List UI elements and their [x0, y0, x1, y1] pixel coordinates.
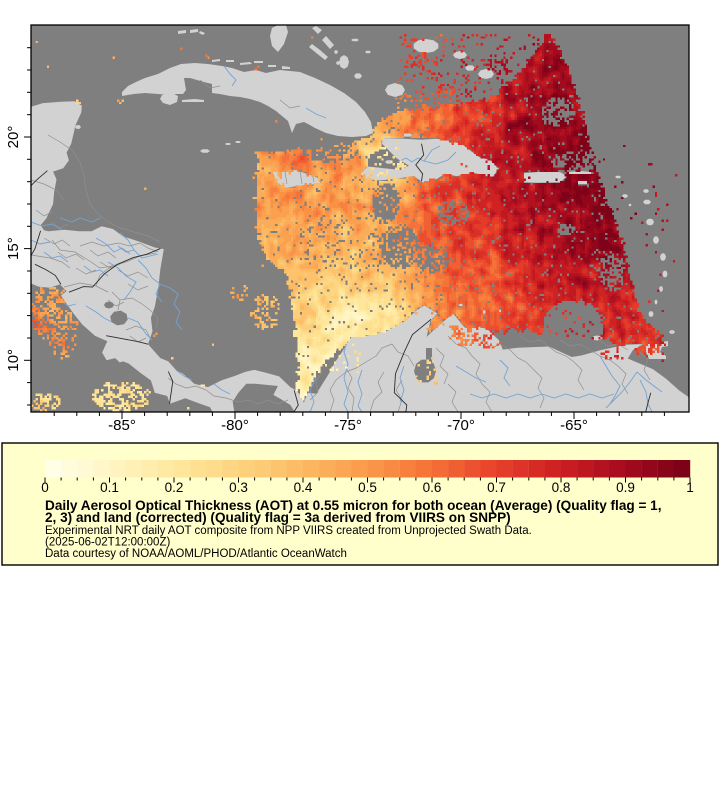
- svg-text:0.2: 0.2: [165, 480, 184, 495]
- svg-text:-75°: -75°: [334, 417, 362, 434]
- svg-text:0.4: 0.4: [294, 480, 313, 495]
- svg-text:-65°: -65°: [560, 417, 588, 434]
- svg-text:(2025-06-02T12:00:00Z): (2025-06-02T12:00:00Z): [45, 537, 170, 549]
- svg-text:0.5: 0.5: [358, 480, 377, 495]
- svg-text:20°: 20°: [5, 126, 22, 149]
- svg-text:15°: 15°: [5, 237, 22, 260]
- svg-text:-85°: -85°: [108, 417, 136, 434]
- svg-text:Daily Aerosol Optical Thicknes: Daily Aerosol Optical Thickness (AOT) at…: [45, 498, 662, 513]
- svg-text:-70°: -70°: [447, 417, 475, 434]
- svg-text:0.1: 0.1: [100, 480, 119, 495]
- svg-text:0.6: 0.6: [423, 480, 442, 495]
- svg-text:0: 0: [41, 480, 49, 495]
- svg-text:0.3: 0.3: [229, 480, 248, 495]
- svg-text:1: 1: [686, 480, 694, 495]
- svg-text:-80°: -80°: [221, 417, 249, 434]
- svg-text:0.7: 0.7: [487, 480, 506, 495]
- svg-text:10°: 10°: [5, 349, 22, 372]
- svg-text:Experimental NRT daily AOT com: Experimental NRT daily AOT composite fro…: [45, 525, 532, 537]
- svg-text:0.8: 0.8: [552, 480, 571, 495]
- svg-text:0.9: 0.9: [616, 480, 635, 495]
- svg-text:2, 3) and land (corrected) (Qu: 2, 3) and land (corrected) (Quality flag…: [45, 510, 511, 525]
- svg-text:Data courtesy of NOAA/AOML/PHO: Data courtesy of NOAA/AOML/PHOD/Atlantic…: [45, 548, 347, 560]
